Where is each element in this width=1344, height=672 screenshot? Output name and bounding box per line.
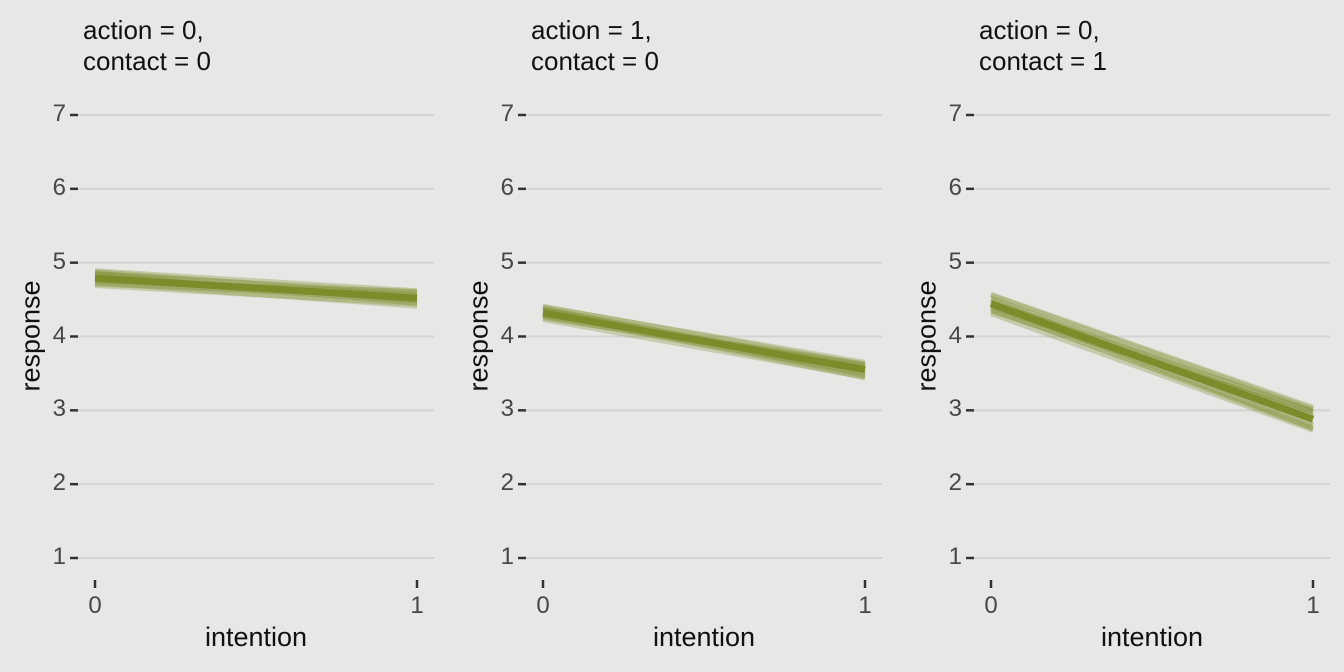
facet-title: action = 0, contact = 0	[83, 15, 211, 76]
posterior-draw-line	[542, 317, 866, 380]
x-tick-label: 0	[536, 592, 550, 619]
y-tick-label: 5	[52, 247, 66, 275]
posterior-draw-line	[542, 304, 866, 365]
y-tick-label: 2	[52, 469, 66, 497]
y-tick-label: 1	[500, 543, 514, 570]
y-tick-label: 4	[500, 321, 514, 349]
y-tick-label: 3	[948, 395, 962, 423]
facet-action0-contact1: action = 0, contact = 1 response intenti…	[896, 0, 1344, 672]
x-axis-title: intention	[1100, 622, 1204, 652]
y-tick-label: 7	[52, 100, 66, 127]
y-tick-label: 7	[948, 100, 962, 127]
y-tick-label: 3	[500, 395, 514, 423]
y-tick-label: 3	[52, 395, 66, 423]
x-tick-label: 1	[410, 592, 424, 619]
posterior-draw-line	[990, 306, 1314, 432]
y-tick-label: 2	[500, 469, 514, 497]
posterior-draw-line	[94, 268, 418, 294]
x-axis-title: intention	[204, 622, 308, 652]
y-tick-label: 6	[52, 173, 66, 201]
posterior-draw-line	[94, 271, 418, 295]
posterior-draw-line	[542, 303, 866, 368]
posterior-draw-line	[990, 311, 1314, 433]
posterior-draw-line	[94, 280, 418, 309]
y-tick-label: 7	[500, 100, 514, 127]
posterior-draw-line	[990, 307, 1314, 428]
mean-line	[542, 309, 866, 374]
y-tick-label: 4	[948, 321, 962, 349]
y-tick-label: 5	[948, 247, 962, 275]
plot-area	[518, 113, 882, 588]
facet-action1-contact0: action = 1, contact = 0 response intenti…	[448, 0, 896, 672]
posterior-draw-line	[990, 292, 1314, 410]
plot-area	[70, 113, 434, 588]
y-tick-label: 2	[948, 469, 962, 497]
facet-action0-contact0: action = 0, contact = 0 response intenti…	[0, 0, 448, 672]
y-tick-label: 4	[52, 321, 66, 349]
facet-title: action = 0, contact = 1	[979, 15, 1107, 76]
y-tick-label: 1	[52, 543, 66, 570]
x-axis-title: intention	[652, 622, 756, 652]
y-tick-label: 1	[948, 543, 962, 570]
x-tick-label: 0	[88, 592, 102, 619]
facet-title: action = 1, contact = 0	[531, 15, 659, 76]
mean-line	[989, 300, 1315, 423]
x-tick-label: 0	[984, 592, 998, 619]
x-tick-label: 1	[1306, 592, 1320, 619]
y-tick-label: 5	[500, 247, 514, 275]
mean-line	[94, 274, 418, 302]
x-tick-label: 1	[858, 592, 872, 619]
posterior-draw-line	[990, 292, 1314, 412]
y-tick-label: 6	[948, 173, 962, 201]
plot-area	[966, 113, 1330, 588]
y-tick-label: 6	[500, 173, 514, 201]
posterior-draw-line	[94, 283, 418, 307]
